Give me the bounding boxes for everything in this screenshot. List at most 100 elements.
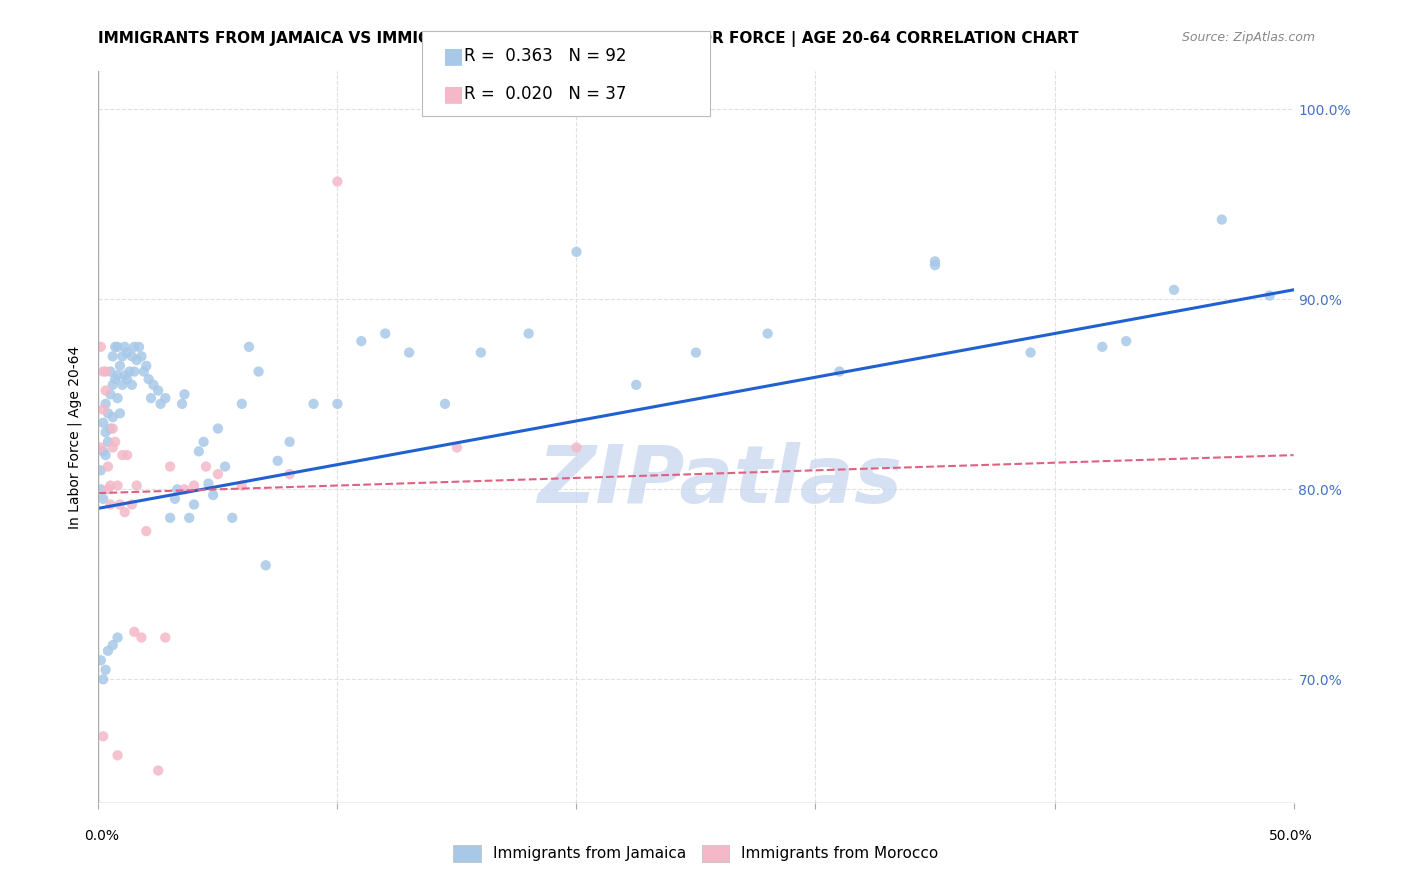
Point xyxy=(517,326,540,341)
Point xyxy=(98,387,122,401)
Point xyxy=(101,410,124,425)
Point xyxy=(179,511,201,525)
Point xyxy=(115,372,138,386)
Point xyxy=(98,498,122,512)
Point xyxy=(398,345,420,359)
Point xyxy=(101,441,124,455)
Point xyxy=(101,377,124,392)
Point xyxy=(111,448,134,462)
Point xyxy=(94,397,117,411)
Point xyxy=(326,397,349,411)
Point xyxy=(197,476,219,491)
Text: 50.0%: 50.0% xyxy=(1268,830,1313,843)
Point xyxy=(125,353,148,368)
Point xyxy=(139,391,162,405)
Point xyxy=(90,441,112,455)
Point xyxy=(1258,288,1281,302)
Point xyxy=(111,377,134,392)
Point xyxy=(101,349,124,363)
Point xyxy=(446,441,468,455)
Point xyxy=(138,372,160,386)
Point xyxy=(94,425,117,440)
Point xyxy=(565,244,588,259)
Point xyxy=(254,558,277,573)
Point xyxy=(107,391,129,405)
Point xyxy=(108,406,131,420)
Point xyxy=(104,340,127,354)
Point xyxy=(626,377,648,392)
Point xyxy=(1019,345,1042,359)
Point xyxy=(207,467,229,482)
Point xyxy=(163,491,186,506)
Point xyxy=(114,340,136,354)
Point xyxy=(101,638,124,652)
Point xyxy=(685,345,707,359)
Point xyxy=(202,488,225,502)
Point xyxy=(97,644,120,658)
Point xyxy=(91,444,114,458)
Point xyxy=(97,483,120,497)
Point xyxy=(90,653,112,667)
Point xyxy=(98,478,122,492)
Point xyxy=(107,478,129,492)
Point xyxy=(104,434,127,449)
Point xyxy=(124,624,146,639)
Point xyxy=(195,459,218,474)
Text: R =  0.020   N = 37: R = 0.020 N = 37 xyxy=(464,85,626,103)
Point xyxy=(94,448,117,462)
Point xyxy=(187,444,209,458)
Point xyxy=(91,491,114,506)
Point xyxy=(124,340,146,354)
Point xyxy=(101,421,124,435)
Point xyxy=(115,448,138,462)
Point xyxy=(148,384,170,398)
Point xyxy=(350,334,373,348)
Point xyxy=(231,478,253,492)
Point xyxy=(159,459,181,474)
Point xyxy=(91,416,114,430)
Point xyxy=(142,377,165,392)
Point xyxy=(104,372,127,386)
Point xyxy=(131,349,153,363)
Point xyxy=(91,365,114,379)
Point xyxy=(108,359,131,373)
Point xyxy=(98,421,122,435)
Y-axis label: In Labor Force | Age 20-64: In Labor Force | Age 20-64 xyxy=(67,345,83,529)
Point xyxy=(214,459,236,474)
Point xyxy=(155,391,177,405)
Point xyxy=(207,421,229,435)
Text: ■: ■ xyxy=(443,84,464,103)
Point xyxy=(98,365,122,379)
Point xyxy=(108,498,131,512)
Point xyxy=(924,258,946,272)
Point xyxy=(107,748,129,763)
Point xyxy=(173,387,195,401)
Point xyxy=(183,478,205,492)
Point xyxy=(94,365,117,379)
Point xyxy=(97,459,120,474)
Point xyxy=(166,483,188,497)
Point xyxy=(107,340,129,354)
Point xyxy=(124,365,146,379)
Point xyxy=(828,365,851,379)
Point xyxy=(90,483,112,497)
Point xyxy=(91,729,114,743)
Text: IMMIGRANTS FROM JAMAICA VS IMMIGRANTS FROM MOROCCO IN LABOR FORCE | AGE 20-64 CO: IMMIGRANTS FROM JAMAICA VS IMMIGRANTS FR… xyxy=(98,31,1078,47)
Point xyxy=(278,434,301,449)
Point xyxy=(132,365,155,379)
Text: 0.0%: 0.0% xyxy=(84,830,118,843)
Point xyxy=(159,511,181,525)
Point xyxy=(94,663,117,677)
Point xyxy=(434,397,457,411)
Point xyxy=(91,402,114,417)
Point xyxy=(183,498,205,512)
Point xyxy=(114,368,136,383)
Point xyxy=(114,505,136,519)
Point xyxy=(756,326,779,341)
Point xyxy=(90,340,112,354)
Point xyxy=(172,397,194,411)
Point xyxy=(135,359,157,373)
Point xyxy=(107,368,129,383)
Point xyxy=(97,406,120,420)
Point xyxy=(121,377,143,392)
